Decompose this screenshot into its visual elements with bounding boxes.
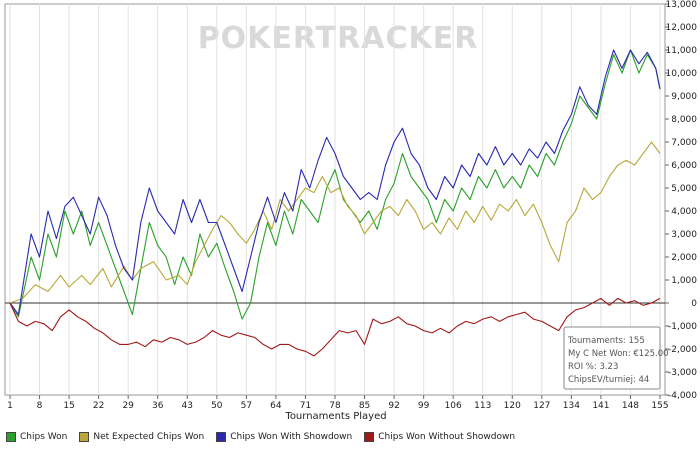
y-tick-label: -3,000: [668, 368, 697, 378]
x-tick-label: 155: [651, 401, 668, 411]
y-tick-label: 7,000: [671, 138, 697, 148]
series-layer: [9, 49, 661, 357]
tooltip-roi: ROI %: 3.23: [568, 362, 618, 372]
grid-lines: [5, 4, 665, 395]
y-tick-label: 13,000: [666, 0, 698, 10]
x-tick-label: 29: [122, 401, 134, 411]
y-tick-label: 12,000: [666, 23, 698, 33]
series-line-chips-won: [9, 49, 661, 320]
x-tick-label: 57: [241, 401, 252, 411]
x-axis-title: Tournaments Played: [284, 411, 386, 422]
legend-label-without-showdown: Chips Won Without Showdown: [378, 432, 516, 442]
x-tick-label: 85: [359, 401, 370, 411]
series-line-chips-won-with-showdown: [9, 49, 661, 316]
y-tick-label: 9,000: [671, 92, 697, 102]
x-tick-label: 113: [474, 401, 491, 411]
y-tick-label: 1,000: [671, 276, 697, 286]
legend-label-chips-won: Chips Won: [20, 432, 68, 442]
series-line-net-expected-chips-won: [9, 141, 661, 304]
x-tick-label: 92: [388, 401, 399, 411]
y-tick-label: 6,000: [671, 161, 697, 171]
y-axis: -4,000 -3,000 -2,000 -1,000 0 1,000 2,000 3,000…: [665, 0, 697, 401]
y-tick-label: 8,000: [671, 115, 697, 125]
legend: Chips Won Net Expected Chips Won Chips W…: [6, 428, 696, 446]
x-tick-label: 36: [152, 401, 164, 411]
y-tick-label: 4,000: [671, 207, 697, 217]
y-tick-label: 3,000: [671, 230, 697, 240]
series-line-chips-won-without-showdown: [9, 297, 661, 357]
x-tick-label: 50: [211, 401, 223, 411]
tooltip-chipsev: ChipsEV/turniej: 44: [568, 375, 649, 385]
legend-label-with-showdown: Chips Won With Showdown: [230, 432, 353, 442]
x-tick-label: 43: [182, 401, 193, 411]
x-tick-label: 22: [93, 401, 104, 411]
x-tick-label: 1: [7, 401, 13, 411]
tooltip-net-won: My C Net Won: €125.00: [568, 349, 669, 359]
tooltip-box: Tournaments: 155 My C Net Won: €125.00 R…: [563, 326, 669, 390]
x-tick-label: 8: [37, 401, 43, 411]
legend-item-with-showdown[interactable]: Chips Won With Showdown: [216, 432, 352, 442]
y-tick-label: -2,000: [668, 345, 697, 355]
watermark-text: POKERTRACKER: [198, 21, 479, 56]
y-tick-label: 11,000: [666, 46, 698, 56]
tooltip-tournaments: Tournaments: 155: [567, 336, 645, 346]
x-tick-label: 141: [592, 401, 609, 411]
x-tick-label: 78: [329, 401, 341, 411]
legend-item-chips-won[interactable]: Chips Won: [6, 432, 67, 442]
x-tick-label: 120: [504, 401, 521, 411]
y-tick-label: 5,000: [671, 184, 697, 194]
x-tick-label: 99: [418, 401, 430, 411]
legend-swatch-without-showdown: [364, 432, 375, 442]
x-tick-label: 15: [63, 401, 74, 411]
x-tick-label: 148: [622, 401, 639, 411]
y-tick-label: -4,000: [668, 391, 697, 401]
y-tick-label: 0: [691, 299, 697, 309]
y-tick-label: -1,000: [668, 322, 697, 332]
y-tick-label: 10,000: [666, 69, 698, 79]
legend-swatch-net-expected: [79, 432, 90, 442]
legend-swatch-with-showdown: [216, 432, 227, 442]
x-axis: 1 8 15 22 29 36 43 50 57 64 71 78 85 92 99 106 113 120 127…: [7, 395, 669, 411]
y-tick-label: 2,000: [671, 253, 697, 263]
legend-swatch-chips-won: [6, 432, 16, 442]
x-tick-label: 64: [270, 401, 282, 411]
x-tick-label: 71: [300, 401, 311, 411]
legend-item-without-showdown[interactable]: Chips Won Without Showdown: [364, 432, 515, 442]
x-tick-label: 134: [563, 401, 580, 411]
x-tick-label: 106: [445, 401, 462, 411]
legend-label-net-expected: Net Expected Chips Won: [93, 432, 205, 442]
legend-item-net-expected[interactable]: Net Expected Chips Won: [79, 432, 204, 442]
tooltip-background: [563, 326, 661, 390]
x-tick-label: 127: [533, 401, 550, 411]
